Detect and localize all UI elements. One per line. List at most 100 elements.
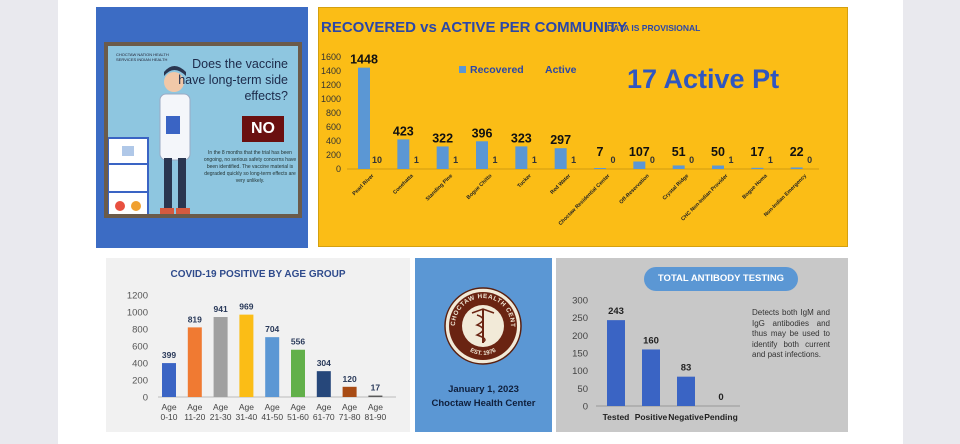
age-category-label-bottom: 41-50 [261,412,283,422]
antibody-category-label: Tested [603,412,630,422]
active-value-label: 1 [768,155,773,165]
recovered-value-label: 322 [432,131,453,145]
vaccine-infographic: CHOCTAW NATION HEALTH SERVICES INDIAN HE… [104,42,302,218]
antibody-y-tick: 50 [577,384,588,395]
age-category-label-top: Age [316,402,331,412]
vaccine-panel: CHOCTAW NATION HEALTH SERVICES INDIAN HE… [96,7,308,248]
age-value-label: 556 [291,337,305,347]
legend-recovered-swatch [459,66,466,73]
antibody-value-label: 0 [718,392,723,403]
active-value-label: 0 [689,155,694,165]
community-category-label: Bogue Chitto [466,173,494,201]
community-y-tick: 0 [336,164,341,174]
age-value-label: 399 [162,350,176,360]
age-category-label-top: Age [213,402,228,412]
community-y-tick: 1000 [321,94,341,104]
recovered-value-label: 7 [597,145,604,159]
recovered-value-label: 1448 [350,53,378,67]
age-value-label: 120 [343,374,357,384]
recovered-bar [594,168,606,169]
age-bar [187,327,202,397]
community-category-label: Tucker [516,173,532,189]
age-y-tick: 400 [132,359,148,370]
recovered-bar [790,167,803,169]
recovered-value-label: 51 [672,145,686,159]
antibody-y-tick: 150 [572,349,588,360]
recovered-bar [476,141,488,169]
antibody-category-label: Positive [635,412,668,422]
community-category-label: Off-Reservation [618,173,650,205]
recovered-value-label: 50 [711,145,725,159]
health-center-date: January 1, 2023 [448,384,519,395]
age-category-label-top: Age [161,402,176,412]
age-bar [239,314,254,397]
age-bar [342,386,357,397]
community-y-tick: 600 [326,122,341,132]
health-center-name: Choctaw Health Center [431,398,536,409]
recovered-value-label: 17 [750,145,764,159]
recovered-bar [554,148,567,169]
active-value-label: 0 [610,155,615,165]
age-category-label-bottom: 31-40 [236,412,258,422]
antibody-value-label: 160 [643,335,659,346]
age-category-label-top: Age [290,402,305,412]
community-category-label: Non-Indian Emergency [763,173,808,218]
age-bar [291,349,305,397]
recovered-bar [672,165,685,169]
antibody-chart-title: TOTAL ANTIBODY TESTING [644,267,798,291]
community-y-tick: 200 [326,150,341,160]
age-value-label: 17 [371,383,381,393]
antibody-bar [677,376,695,406]
community-category-label: Bogue Homa [741,173,768,200]
age-category-label-bottom: 11-20 [184,412,205,422]
age-category-label-top: Age [239,402,254,412]
recovered-bar [358,67,370,169]
community-y-tick: 800 [326,108,341,118]
age-bar-chart: 020040060080010001200399Age0-10819Age11-… [127,291,396,422]
antibody-category-label: Negative [668,412,704,422]
recovered-value-label: 323 [511,131,532,145]
antibody-value-label: 243 [608,306,624,317]
age-category-label-top: Age [342,402,357,412]
vaccine-question: Does the vaccine have long-term side eff… [178,57,288,103]
age-category-label-top: Age [265,402,280,412]
age-category-label-bottom: 51-60 [287,412,309,422]
age-bar [162,363,176,397]
vaccine-explanation: In the 8 months that the trial has been … [203,150,297,184]
community-category-label: Standing Pine [425,173,454,202]
health-center-seal: CHOCTAW HEALTH CENTER EST. 1976 [444,287,522,365]
active-value-label: 1 [728,155,733,165]
active-patients-annotation: 17 Active Pt [627,64,780,94]
community-category-label: CHC Non-Indian Provider [680,173,729,222]
legend-active-label: Active [545,64,577,76]
age-value-label: 704 [265,324,279,334]
age-chart-panel: COVID-19 POSITIVE BY AGE GROUP 0 200 400 60… [106,258,410,432]
health-logo: CHOCTAW NATION HEALTH SERVICES INDIAN HE… [116,52,169,62]
active-value-label: 0 [807,155,812,165]
recovered-bar [712,165,724,169]
recovered-value-label: 396 [472,126,493,140]
recovered-value-label: 22 [790,145,804,159]
community-chart-subtitle: DATA IS PROVISIONAL [607,23,701,33]
age-y-tick: 1200 [127,291,148,302]
age-y-tick: 800 [132,325,148,336]
recovered-value-label: 107 [629,145,650,159]
doctor-illustration [108,66,191,214]
age-category-label-bottom: 0-10 [160,412,177,422]
antibody-y-tick: 0 [583,402,588,413]
active-value-label: 1 [532,155,537,165]
recovered-bar [515,146,528,169]
antibody-y-tick: 100 [572,366,588,377]
active-value-label: 1 [492,155,497,165]
legend-recovered-label: Recovered [470,64,524,76]
dashboard-page: CHOCTAW NATION HEALTH SERVICES INDIAN HE… [58,0,903,444]
vaccine-answer: NO [242,116,284,142]
age-category-label-top: Age [187,402,202,412]
age-y-tick: 1000 [127,308,148,319]
age-bar [213,317,228,397]
svg-text:EST. 1976: EST. 1976 [469,347,498,357]
community-category-label: Pearl River [352,173,376,197]
antibody-y-tick: 200 [572,331,588,342]
recovered-bar [436,146,449,169]
